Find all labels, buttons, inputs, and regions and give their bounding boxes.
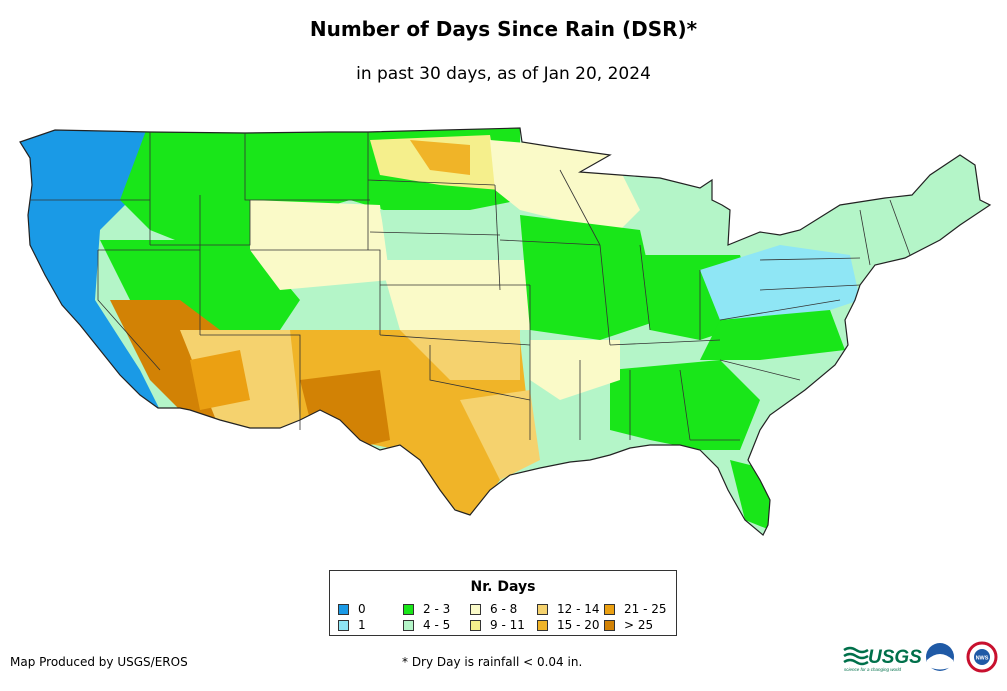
- legend-item: 0: [338, 602, 366, 616]
- legend-swatch: [470, 603, 481, 615]
- legend-swatch: [338, 619, 349, 631]
- legend-item: > 25: [604, 618, 653, 632]
- legend-label: 1: [358, 618, 366, 632]
- noaa-logo: noaa: [926, 643, 954, 671]
- legend-label: 6 - 8: [490, 602, 518, 616]
- legend-swatch: [604, 619, 615, 631]
- agency-logos: USGS science for a changing world noaa N…: [843, 641, 998, 673]
- legend-item: 12 - 14: [537, 602, 600, 616]
- legend-title: Nr. Days: [470, 579, 536, 595]
- legend-swatch: [403, 619, 414, 631]
- legend-swatch: [338, 603, 349, 615]
- legend-swatch: [604, 603, 615, 615]
- legend-swatch: [537, 619, 548, 631]
- svg-text:NWS: NWS: [976, 656, 989, 662]
- svg-text:science for a changing world: science for a changing world: [844, 667, 902, 672]
- svg-text:USGS: USGS: [868, 647, 922, 668]
- legend-label: 2 - 3: [423, 602, 451, 616]
- map-title: Number of Days Since Rain (DSR)*: [309, 17, 698, 41]
- legend-label: 4 - 5: [423, 618, 451, 632]
- legend-label: 15 - 20: [557, 618, 600, 632]
- dry-day-footnote: * Dry Day is rainfall < 0.04 in.: [402, 655, 583, 669]
- legend-item: 6 - 8: [470, 602, 517, 616]
- legend-item: 21 - 25: [604, 602, 667, 616]
- legend-label: 21 - 25: [624, 602, 667, 616]
- legend-item: 2 - 3: [403, 602, 450, 616]
- usgs-logo: USGS science for a changing world: [843, 646, 922, 672]
- legend-label: > 25: [624, 618, 654, 632]
- legend-label: 12 - 14: [557, 602, 600, 616]
- legend-swatch: [403, 603, 414, 615]
- legend-label: 9 - 11: [490, 618, 525, 632]
- legend-item: 15 - 20: [537, 618, 600, 632]
- legend-item: 4 - 5: [403, 618, 450, 632]
- legend: Nr. Days 0 1 2 - 3 4 - 5 6 - 8 9 - 11 12…: [329, 570, 677, 636]
- legend-label: 0: [358, 602, 366, 616]
- svg-text:noaa: noaa: [934, 656, 945, 662]
- map-subtitle: in past 30 days, as of Jan 20, 2024: [356, 64, 651, 84]
- legend-item: 1: [338, 618, 366, 632]
- legend-item: 9 - 11: [470, 618, 525, 632]
- nws-logo: NWS: [966, 641, 998, 673]
- legend-swatch: [470, 619, 481, 631]
- legend-swatch: [537, 603, 548, 615]
- produced-by-credit: Map Produced by USGS/EROS: [10, 655, 188, 669]
